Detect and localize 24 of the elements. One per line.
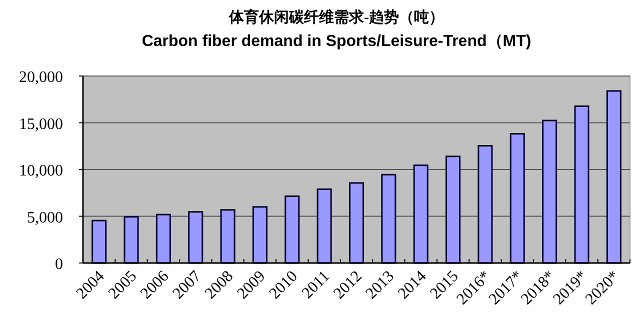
bar [92,220,107,264]
bar [446,156,461,264]
y-tick-label: 15,000 [19,116,63,133]
bar [574,105,590,264]
bar [220,209,236,264]
y-tick-label: 10,000 [19,162,63,180]
y-tick-label: 20,000 [19,69,63,86]
bar [124,216,139,264]
bar [252,206,268,264]
y-tick-label: 0 [55,256,63,273]
bar [348,182,364,264]
bar [156,214,171,264]
bar [316,188,332,264]
chart-subtitle: Carbon fiber demand in Sports/Leisure-Trend（MT) [142,33,532,50]
bar [606,90,622,264]
bar [188,211,204,264]
chart-title: 体育休闲碳纤维需求-趋势（吨） [228,8,444,26]
bar [542,120,558,264]
bar [381,174,396,264]
bar [478,145,493,264]
bar [510,133,525,264]
bar [284,195,300,264]
y-tick-label: 5,000 [27,209,63,226]
bar [413,164,428,264]
